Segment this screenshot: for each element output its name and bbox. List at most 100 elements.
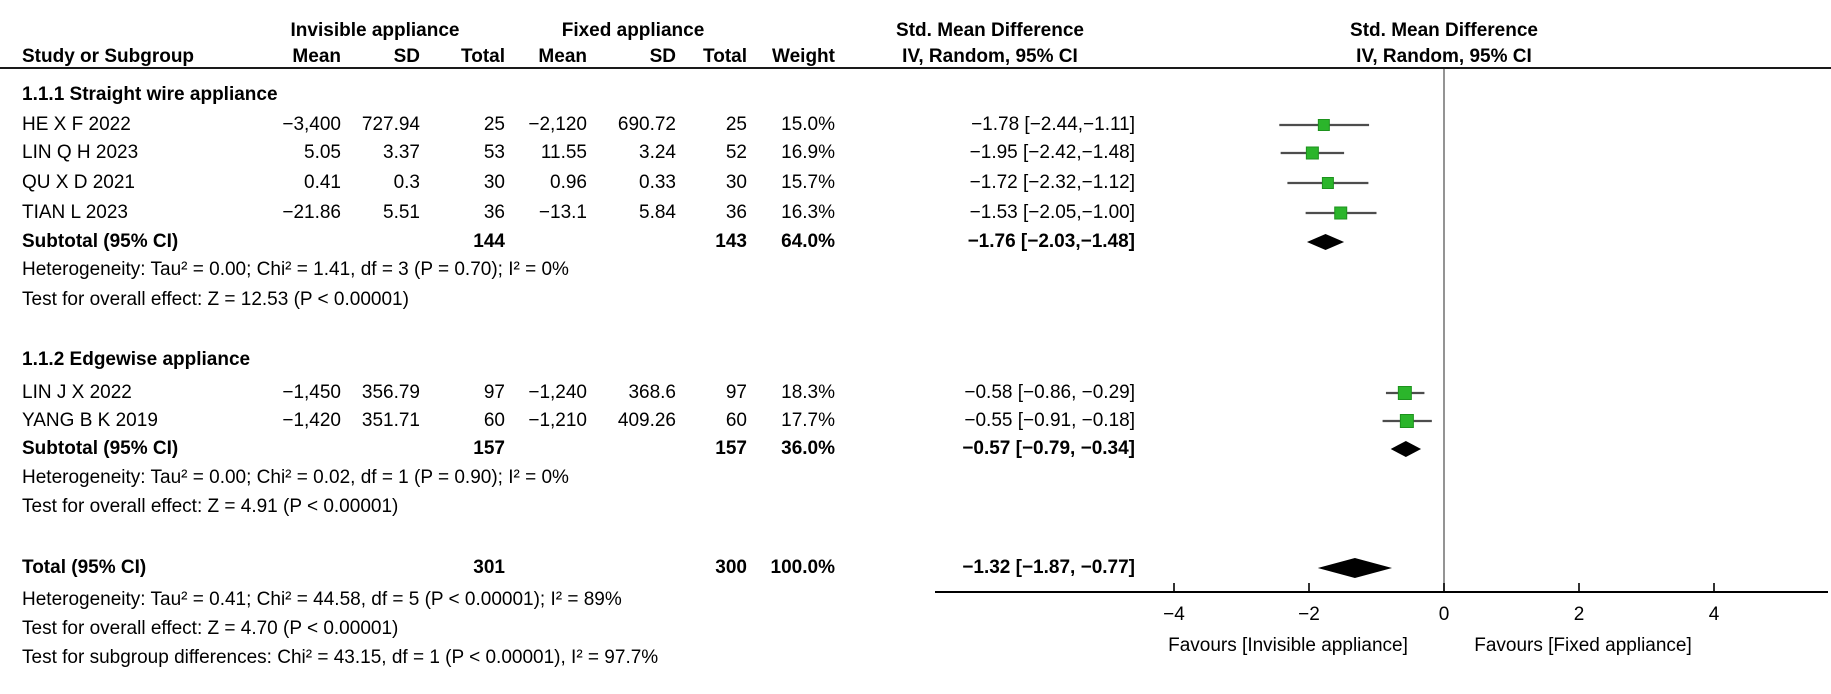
- study-name: YANG B K 2019: [22, 410, 158, 431]
- weight: 17.7%: [781, 410, 835, 431]
- total-fixed: 97: [725, 382, 747, 403]
- header-group-fixed: Fixed appliance: [561, 20, 705, 41]
- study-row: QU X D 2021 0.41 0.3 30 0.96 0.33 30 15.…: [0, 169, 1831, 197]
- smd-ci: −1.32 [−1.87, −0.77]: [962, 557, 1135, 578]
- subgroup-1-label: 1.1.1 Straight wire appliance: [22, 84, 278, 105]
- study-row: YANG B K 2019 −1,420 351.71 60 −1,210 40…: [0, 407, 1831, 435]
- sd-fixed: 368.6: [628, 382, 676, 403]
- header-smd-title-left: Std. Mean Difference: [896, 20, 1084, 41]
- mean-invisible: −1,450: [282, 382, 341, 403]
- study-row: LIN Q H 2023 5.05 3.37 53 11.55 3.24 52 …: [0, 139, 1831, 167]
- sd-invisible: 351.71: [361, 410, 420, 431]
- subgroup-2-label: 1.1.2 Edgewise appliance: [22, 349, 251, 370]
- total-fixed: 52: [725, 142, 747, 163]
- smd-ci: −1.78 [−2.44,−1.11]: [971, 114, 1135, 135]
- col-header-mean-invisible: Mean: [292, 46, 341, 67]
- subtotal-row: Subtotal (95% CI) 144 143 64.0% −1.76 [−…: [0, 228, 1831, 256]
- total-label: Total (95% CI): [22, 557, 147, 578]
- sd-invisible: 3.37: [383, 142, 420, 163]
- total-fixed: 60: [725, 410, 747, 431]
- col-header-method-right: IV, Random, 95% CI: [1356, 46, 1532, 67]
- subtotal-label: Subtotal (95% CI): [22, 231, 179, 252]
- heterogeneity-row: Heterogeneity: Tau² = 0.41; Chi² = 44.58…: [0, 586, 1831, 614]
- overall-effect-row: Test for overall effect: Z = 4.91 (P < 0…: [0, 493, 1831, 521]
- subgroup-label-row: 1.1.2 Edgewise appliance: [0, 346, 1831, 374]
- smd-ci: −0.55 [−0.91, −0.18]: [964, 410, 1135, 431]
- heterogeneity-text: Heterogeneity: Tau² = 0.00; Chi² = 0.02,…: [22, 467, 569, 488]
- smd-ci: −1.76 [−2.03,−1.48]: [967, 231, 1135, 252]
- heterogeneity-row: Heterogeneity: Tau² = 0.00; Chi² = 1.41,…: [0, 256, 1831, 284]
- mean-fixed: −13.1: [538, 202, 587, 223]
- total-invisible: 25: [483, 114, 505, 135]
- favours-left-label: Favours [Invisible appliance]: [1168, 635, 1408, 656]
- sd-fixed: 690.72: [617, 114, 676, 135]
- sd-fixed: 5.84: [639, 202, 676, 223]
- subtotal-row: Subtotal (95% CI) 157 157 36.0% −0.57 [−…: [0, 435, 1831, 463]
- sd-invisible: 356.79: [361, 382, 420, 403]
- heterogeneity-row: Heterogeneity: Tau² = 0.00; Chi² = 0.02,…: [0, 464, 1831, 492]
- col-header-mean-fixed: Mean: [538, 46, 587, 67]
- smd-ci: −1.95 [−2.42,−1.48]: [969, 142, 1135, 163]
- weight: 36.0%: [781, 438, 835, 459]
- total-invisible: 157: [473, 438, 505, 459]
- total-invisible: 36: [483, 202, 505, 223]
- total-row: Total (95% CI) 301 300 100.0% −1.32 [−1.…: [0, 554, 1831, 582]
- weight: 15.0%: [781, 114, 835, 135]
- sd-invisible: 5.51: [383, 202, 420, 223]
- total-invisible: 60: [483, 410, 505, 431]
- mean-invisible: 0.41: [304, 172, 341, 193]
- mean-invisible: −1,420: [282, 410, 341, 431]
- overall-effect-text: Test for overall effect: Z = 12.53 (P < …: [22, 289, 409, 310]
- study-row: HE X F 2022 −3,400 727.94 25 −2,120 690.…: [0, 111, 1831, 139]
- mean-fixed: −1,210: [528, 410, 587, 431]
- weight: 64.0%: [781, 231, 835, 252]
- header-divider: [0, 67, 1831, 69]
- weight: 100.0%: [770, 557, 835, 578]
- total-invisible: 30: [483, 172, 505, 193]
- study-name: LIN Q H 2023: [22, 142, 139, 163]
- col-header-weight: Weight: [772, 46, 835, 67]
- weight: 16.3%: [781, 202, 835, 223]
- total-fixed: 143: [715, 231, 747, 252]
- total-fixed: 36: [725, 202, 747, 223]
- subgroup-differences-row: Test for subgroup differences: Chi² = 43…: [0, 644, 1831, 672]
- total-fixed: 157: [715, 438, 747, 459]
- header-columns-row: Study or Subgroup Mean SD Total Mean SD …: [0, 43, 1831, 71]
- header-smd-title-right: Std. Mean Difference: [1350, 20, 1538, 41]
- col-header-sd-fixed: SD: [649, 46, 676, 67]
- mean-fixed: −2,120: [528, 114, 587, 135]
- favours-right-label: Favours [Fixed appliance]: [1474, 635, 1692, 656]
- mean-invisible: 5.05: [304, 142, 341, 163]
- sd-fixed: 0.33: [639, 172, 676, 193]
- total-invisible: 97: [483, 382, 505, 403]
- study-name: TIAN L 2023: [22, 202, 128, 223]
- total-fixed: 300: [715, 557, 747, 578]
- weight: 16.9%: [781, 142, 835, 163]
- total-fixed: 30: [725, 172, 747, 193]
- total-fixed: 25: [725, 114, 747, 135]
- smd-ci: −1.53 [−2.05,−1.00]: [969, 202, 1135, 223]
- col-header-sd-invisible: SD: [393, 46, 420, 67]
- smd-ci: −0.58 [−0.86, −0.29]: [964, 382, 1135, 403]
- study-name: QU X D 2021: [22, 172, 135, 193]
- sd-invisible: 727.94: [361, 114, 420, 135]
- overall-effect-text: Test for overall effect: Z = 4.70 (P < 0…: [22, 618, 399, 639]
- mean-fixed: 11.55: [540, 142, 587, 163]
- heterogeneity-text: Heterogeneity: Tau² = 0.41; Chi² = 44.58…: [22, 589, 622, 610]
- overall-effect-row: Test for overall effect: Z = 4.70 (P < 0…: [0, 615, 1831, 643]
- col-header-method-left: IV, Random, 95% CI: [902, 46, 1078, 67]
- study-row: TIAN L 2023 −21.86 5.51 36 −13.1 5.84 36…: [0, 199, 1831, 227]
- header-group-invisible: Invisible appliance: [290, 20, 460, 41]
- heterogeneity-text: Heterogeneity: Tau² = 0.00; Chi² = 1.41,…: [22, 259, 569, 280]
- col-header-study: Study or Subgroup: [22, 46, 195, 67]
- total-invisible: 301: [473, 557, 505, 578]
- col-header-total-fixed: Total: [703, 46, 747, 67]
- header-group-row: Invisible appliance Fixed appliance Std.…: [0, 17, 1831, 45]
- smd-ci: −0.57 [−0.79, −0.34]: [962, 438, 1135, 459]
- mean-fixed: −1,240: [528, 382, 587, 403]
- overall-effect-text: Test for overall effect: Z = 4.91 (P < 0…: [22, 496, 399, 517]
- study-row: LIN J X 2022 −1,450 356.79 97 −1,240 368…: [0, 379, 1831, 407]
- subgroup-label-row: 1.1.1 Straight wire appliance: [0, 81, 1831, 109]
- total-invisible: 144: [473, 231, 505, 252]
